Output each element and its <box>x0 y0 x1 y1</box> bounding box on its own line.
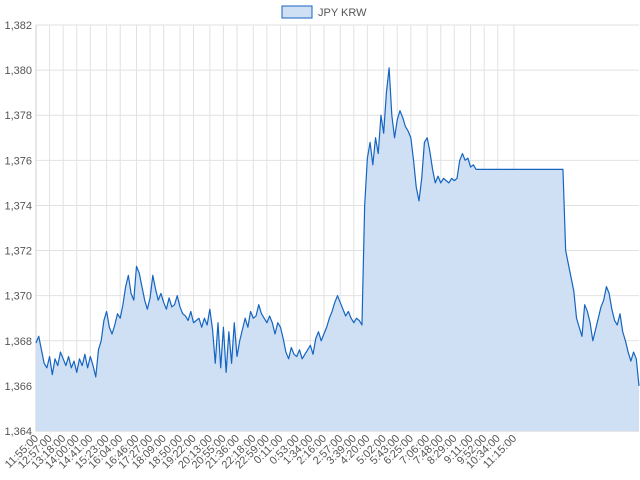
legend-swatch-jpy-krw <box>281 5 313 19</box>
y-tick-label: 1,366 <box>4 381 32 393</box>
legend-label-jpy-krw: JPY KRW <box>318 7 367 19</box>
y-tick-label: 1,370 <box>4 291 32 303</box>
chart-series <box>35 67 640 432</box>
y-tick-label: 1,378 <box>4 110 32 122</box>
y-tick-label: 1,374 <box>4 200 32 212</box>
x-axis-tick-labels: 11:55:0012:57:0013:18:0014:00:0014:41:00… <box>3 433 519 472</box>
chart-legend[interactable]: JPY KRW <box>281 5 367 19</box>
series-area-jpy-krw <box>36 67 639 432</box>
y-axis-tick-labels: 1,364 1,366 1,368 1,370 1,372 1,374 1,376 1,378… <box>4 20 32 438</box>
y-tick-label: 1,382 <box>4 20 32 32</box>
y-tick-label: 1,368 <box>4 336 32 348</box>
y-tick-label: 1,372 <box>4 246 32 258</box>
y-tick-label: 1,376 <box>4 155 32 167</box>
series-line-jpy-krw <box>35 67 640 386</box>
y-tick-label: 1,364 <box>4 426 32 438</box>
y-tick-label: 1,380 <box>4 65 32 77</box>
